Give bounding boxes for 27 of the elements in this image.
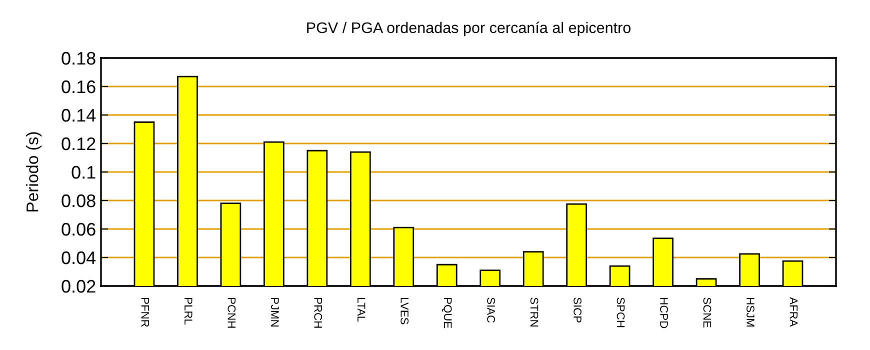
chart-title: PGV / PGA ordenadas por cercanía al epicentro	[307, 22, 631, 36]
x-tick-label: PFNR	[141, 298, 150, 327]
x-tick-label: PLRL	[184, 298, 192, 325]
y-tick-label: 0.1	[72, 166, 96, 179]
x-tick-label: SICP	[574, 298, 582, 322]
x-tick-label: HSJM	[746, 298, 754, 326]
x-tick-label: HCPD	[660, 298, 668, 328]
x-tick-label: SIAC	[487, 298, 496, 323]
y-tick-label: 0.06	[62, 222, 96, 236]
x-tick-label: SCNE	[703, 298, 712, 328]
x-tick-label: AFRA	[790, 297, 798, 327]
y-axis-title: Periodo (s)	[26, 132, 42, 212]
y-tick-label: 0.16	[62, 80, 96, 94]
x-tick-label: PCNH	[228, 298, 236, 328]
y-tick-label: 0.02	[62, 280, 96, 293]
y-tick-label: 0.14	[62, 108, 96, 122]
x-tick-label: SPCH	[616, 298, 625, 328]
x-tick-label: LVES	[400, 298, 409, 324]
x-tick-label: PJMN	[270, 298, 279, 326]
y-tick-label: 0.12	[62, 137, 96, 150]
y-tick-label: 0.08	[62, 194, 96, 208]
y-tick-label: 0.18	[62, 52, 96, 65]
x-tick-label: STRN	[530, 298, 538, 326]
x-tick-label: PRCH	[314, 298, 322, 328]
y-tick-label: 0.04	[62, 251, 96, 264]
x-tick-label: PQUE	[442, 298, 452, 328]
x-tick-label: LTAL	[358, 298, 366, 322]
